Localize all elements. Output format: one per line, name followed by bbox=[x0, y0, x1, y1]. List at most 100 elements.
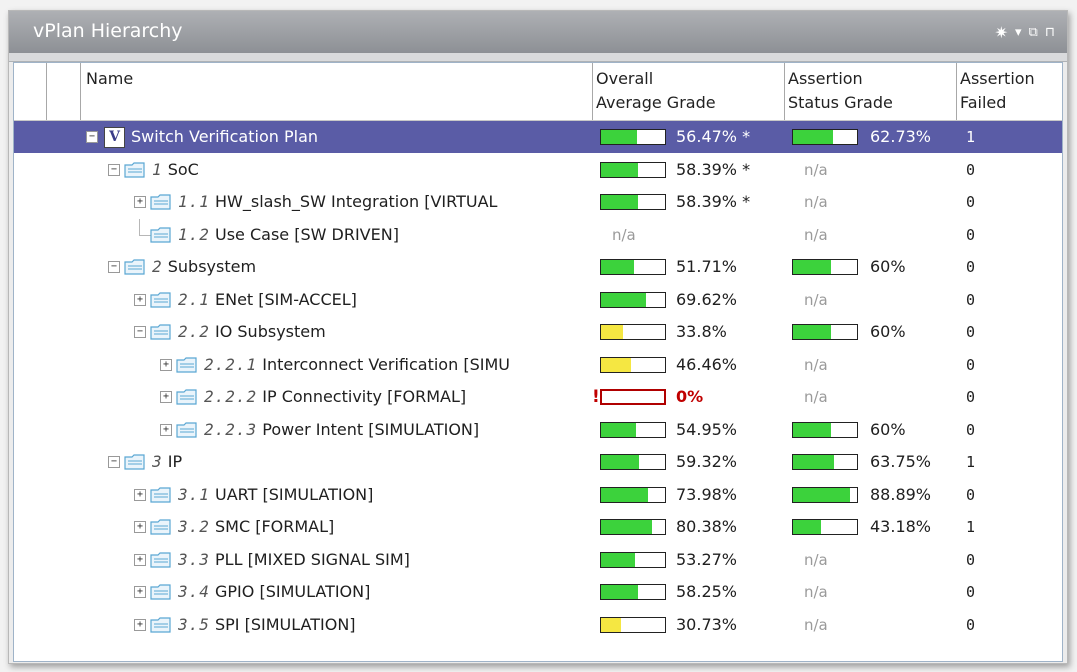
tree-row[interactable]: +2.2.1 Interconnect Verification [SIMU 46… bbox=[14, 349, 1062, 381]
expand-toggle-icon[interactable]: + bbox=[134, 293, 146, 306]
overall-grade-bar-fill bbox=[601, 455, 639, 469]
status-grade-bar bbox=[792, 421, 858, 438]
status-grade-na: n/a bbox=[804, 355, 828, 374]
overall-grade-bar bbox=[600, 291, 666, 308]
header-status-line2: Status Grade bbox=[788, 93, 893, 112]
column-divider bbox=[784, 63, 785, 121]
row-label: Subsystem bbox=[167, 257, 257, 276]
folder-icon bbox=[176, 389, 197, 405]
row-index: 3.4 bbox=[178, 582, 210, 601]
row-name: 3 IP bbox=[152, 446, 590, 478]
folder-icon bbox=[176, 356, 197, 373]
tree-row-plan[interactable]: − V Switch Verification Plan 56.47% * 62.73%… bbox=[14, 121, 1062, 153]
header-assertion-failed[interactable]: Assertion Failed bbox=[960, 67, 1035, 115]
status-grade-value: 88.89% bbox=[870, 484, 932, 504]
collapse-toggle-icon[interactable]: − bbox=[108, 456, 120, 468]
vplan-icon: V bbox=[104, 127, 125, 148]
status-grade-na: n/a bbox=[804, 160, 828, 179]
tree-row[interactable]: − 2 Subsystem 51.71% 60% 0 bbox=[14, 251, 1062, 283]
tree-row[interactable]: +2.1 ENet [SIM-ACCEL] 69.62% n/a 0 bbox=[14, 284, 1062, 316]
tree-row[interactable]: − 1 SoC 58.39% * n/a 0 bbox=[14, 154, 1062, 186]
status-grade-bar-fill bbox=[793, 520, 821, 534]
panel-title-icons: ✷ ▾ ⧉ ⊓ bbox=[995, 23, 1055, 42]
expand-toggle-icon[interactable]: + bbox=[134, 553, 146, 566]
assertion-failed-count: 0 bbox=[966, 323, 976, 341]
header-overall-grade[interactable]: Overall Average Grade bbox=[596, 67, 716, 115]
status-grade-value: 60% bbox=[870, 419, 906, 439]
status-grade-bar bbox=[792, 259, 858, 275]
overall-grade-bar-fill bbox=[601, 130, 638, 144]
tree-row[interactable]: +1.1 HW_slash_SW Integration [VIRTUAL 58.… bbox=[14, 186, 1062, 218]
row-name: 2.2.3 Power Intent [SIMULATION] bbox=[204, 414, 590, 446]
tree-row[interactable]: 1.2 Use Case [SW DRIVEN] n/a n/a 0 bbox=[14, 218, 1062, 251]
assertion-failed-count: 0 bbox=[966, 355, 976, 374]
expand-toggle-icon[interactable]: + bbox=[134, 586, 146, 598]
folder-icon bbox=[150, 551, 171, 568]
overall-grade-bar-fill bbox=[601, 617, 621, 632]
collapse-toggle-icon[interactable]: − bbox=[108, 261, 120, 273]
row-name: 3.3 PLL [MIXED SIGNAL SIM] bbox=[178, 544, 590, 576]
header-failed-line2: Failed bbox=[960, 93, 1007, 112]
tree-row[interactable]: +3.4 GPIO [SIMULATION] 58.25% n/a 0 bbox=[14, 576, 1062, 608]
overall-grade-bar bbox=[600, 486, 666, 503]
overall-grade-bar bbox=[600, 389, 666, 405]
vplan-hierarchy-panel: vPlan Hierarchy ✷ ▾ ⧉ ⊓ Name Overall Ave… bbox=[8, 10, 1068, 664]
expand-toggle-icon[interactable]: + bbox=[134, 521, 146, 533]
expand-toggle-icon[interactable]: + bbox=[160, 358, 172, 371]
row-name: 1.2 Use Case [SW DRIVEN] bbox=[178, 219, 590, 251]
expand-toggle-icon[interactable]: + bbox=[160, 423, 172, 436]
expand-toggle-icon[interactable]: + bbox=[160, 391, 172, 403]
tree-row[interactable]: +3.2 SMC [FORMAL] 80.38% 43.18% 1 bbox=[14, 511, 1062, 543]
overall-grade-bar bbox=[600, 584, 666, 600]
status-grade-bar bbox=[792, 454, 858, 470]
status-grade-value: 63.75% bbox=[870, 452, 932, 471]
folder-icon bbox=[124, 454, 145, 470]
status-grade-bar-fill bbox=[793, 325, 832, 339]
row-name: 2.2.2 IP Connectivity [FORMAL] bbox=[204, 381, 590, 413]
header-name[interactable]: Name bbox=[86, 67, 133, 91]
row-index: 1.2 bbox=[178, 224, 210, 244]
row-index: 3.5 bbox=[178, 614, 210, 634]
collapse-toggle-icon[interactable]: − bbox=[86, 131, 98, 143]
status-grade-na: n/a bbox=[804, 290, 828, 309]
folder-icon bbox=[150, 226, 171, 243]
pin-icon[interactable]: ⊓ bbox=[1044, 25, 1055, 40]
assertion-failed-count: 0 bbox=[966, 160, 976, 179]
panel-title: vPlan Hierarchy bbox=[33, 20, 183, 42]
overall-grade-bar-fill bbox=[601, 552, 636, 567]
collapse-toggle-icon[interactable]: − bbox=[108, 163, 120, 176]
row-label: SPI [SIMULATION] bbox=[215, 614, 356, 634]
header-status-line1: Assertion bbox=[788, 69, 863, 88]
restore-icon[interactable]: ⧉ bbox=[1028, 25, 1038, 40]
dropdown-icon[interactable]: ▾ bbox=[1015, 25, 1022, 40]
folder-icon bbox=[150, 291, 171, 308]
tree-row[interactable]: +3.3 PLL [MIXED SIGNAL SIM] 53.27% n/a 0 bbox=[14, 544, 1062, 576]
row-label: SoC bbox=[167, 159, 199, 179]
overall-grade-value: 33.8% bbox=[676, 322, 727, 341]
assertion-failed-count: 1 bbox=[966, 453, 976, 471]
titlebar-separator bbox=[9, 53, 1067, 62]
row-index: 1 bbox=[152, 159, 163, 179]
folder-icon bbox=[150, 584, 171, 600]
overall-grade-bar-fill bbox=[601, 585, 639, 599]
column-divider bbox=[80, 63, 81, 121]
tree-row[interactable]: − 3 IP 59.32% 63.75% 1 bbox=[14, 446, 1062, 478]
collapse-toggle-icon[interactable]: − bbox=[134, 326, 146, 338]
row-index: 3 bbox=[152, 452, 163, 471]
tree-row[interactable]: +2.2.2 IP Connectivity [FORMAL]! 0% n/a 0 bbox=[14, 381, 1062, 413]
tree-row[interactable]: − 2.2 IO Subsystem 33.8% 60% 0 bbox=[14, 316, 1062, 348]
tree-row[interactable]: +3.5 SPI [SIMULATION] 30.73% n/a 0 bbox=[14, 609, 1062, 641]
tree-row[interactable]: +3.1 UART [SIMULATION] 73.98% 88.89% 0 bbox=[14, 479, 1062, 511]
overall-grade-value: 73.98% bbox=[676, 484, 738, 504]
assertion-failed-count: 0 bbox=[966, 258, 976, 276]
row-name: 2.2 IO Subsystem bbox=[178, 316, 590, 348]
expand-toggle-icon[interactable]: + bbox=[134, 618, 146, 631]
tree-row[interactable]: +2.2.3 Power Intent [SIMULATION] 54.95% 60… bbox=[14, 414, 1062, 446]
expand-toggle-icon[interactable]: + bbox=[134, 488, 146, 501]
row-index: 2.2 bbox=[178, 322, 210, 341]
status-grade-bar bbox=[792, 519, 858, 535]
assertion-failed-count: 0 bbox=[966, 550, 976, 569]
gear-icon[interactable]: ✷ bbox=[994, 23, 1009, 42]
expand-toggle-icon[interactable]: + bbox=[134, 196, 146, 208]
header-status-grade[interactable]: Assertion Status Grade bbox=[788, 67, 893, 115]
